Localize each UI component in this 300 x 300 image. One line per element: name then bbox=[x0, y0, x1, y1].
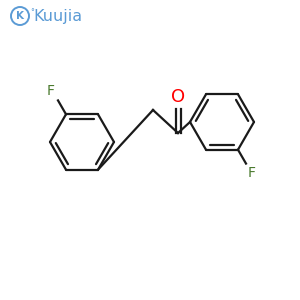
Text: F: F bbox=[248, 166, 256, 180]
Text: F: F bbox=[47, 84, 55, 98]
Text: O: O bbox=[171, 88, 185, 106]
Text: Kuujia: Kuujia bbox=[33, 8, 82, 23]
Text: °: ° bbox=[30, 8, 34, 17]
Text: K: K bbox=[16, 11, 24, 21]
